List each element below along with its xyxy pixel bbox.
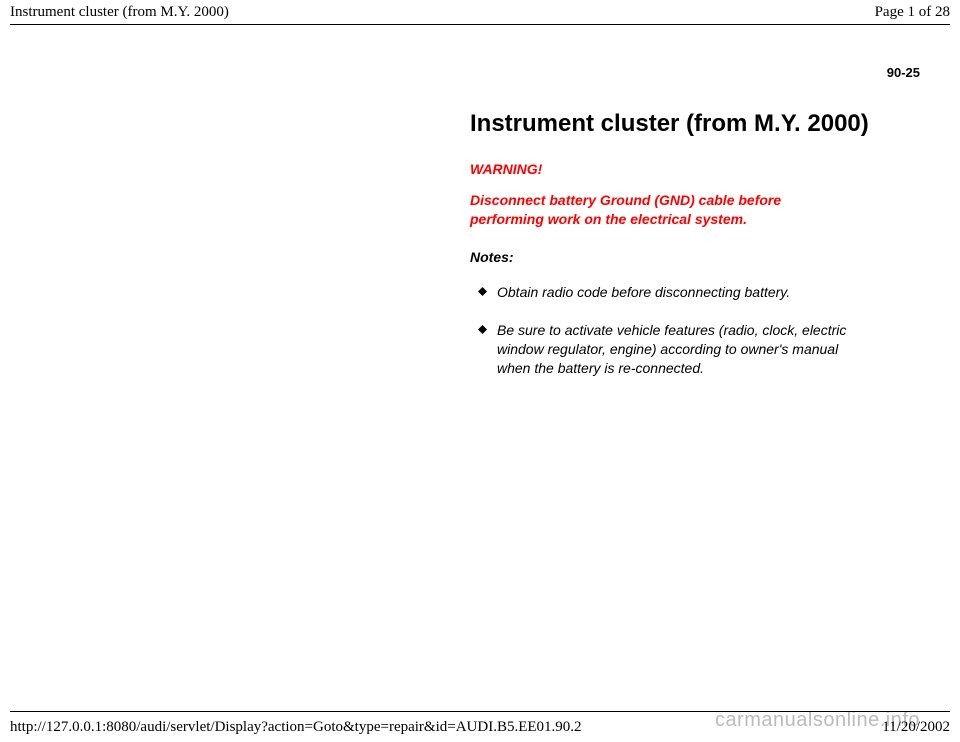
header-rule <box>10 24 950 25</box>
header-bar: Instrument cluster (from M.Y. 2000) Page… <box>10 4 950 21</box>
notes-label: Notes: <box>470 249 900 265</box>
footer-rule <box>10 711 950 712</box>
note-text: Obtain radio code before disconnecting b… <box>497 283 790 302</box>
header-title: Instrument cluster (from M.Y. 2000) <box>10 4 229 21</box>
section-page-number: 90-25 <box>887 65 920 80</box>
footer-url: http://127.0.0.1:8080/audi/servlet/Displ… <box>10 719 582 736</box>
header-page-label: Page 1 of 28 <box>875 4 950 21</box>
note-item: Obtain radio code before disconnecting b… <box>470 283 870 302</box>
section-title: Instrument cluster (from M.Y. 2000) <box>470 110 900 139</box>
warning-body: Disconnect battery Ground (GND) cable be… <box>470 191 830 229</box>
page-root: Instrument cluster (from M.Y. 2000) Page… <box>0 0 960 742</box>
footer-date: 11/20/2002 <box>882 719 950 736</box>
note-text: Be sure to activate vehicle features (ra… <box>497 321 870 378</box>
diamond-bullet-icon <box>478 325 487 334</box>
note-item: Be sure to activate vehicle features (ra… <box>470 321 870 378</box>
warning-label: WARNING! <box>470 161 900 177</box>
diamond-bullet-icon <box>478 287 487 296</box>
content-block: Instrument cluster (from M.Y. 2000) WARN… <box>470 110 900 398</box>
footer-bar: http://127.0.0.1:8080/audi/servlet/Displ… <box>10 719 950 736</box>
